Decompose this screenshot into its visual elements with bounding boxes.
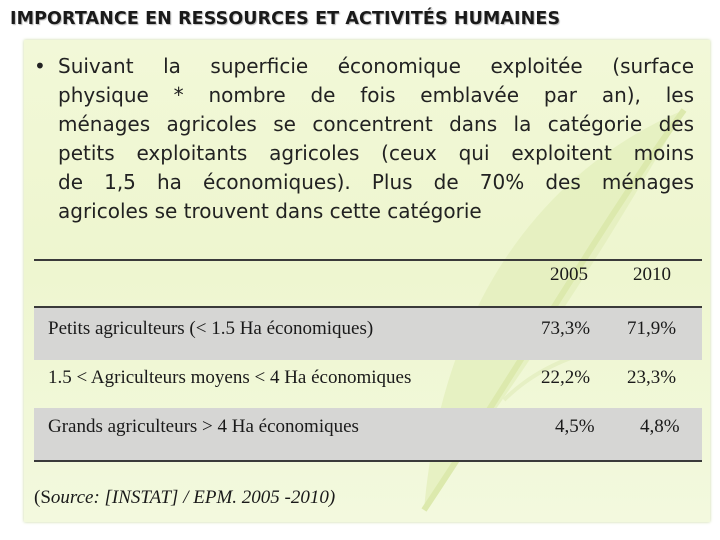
header-2005: 2005 <box>550 264 588 285</box>
bullet-line: physique * nombre de fois emblavée par a… <box>58 83 694 107</box>
bullet-paragraph: • Suivant la superficie économique explo… <box>34 52 694 226</box>
table-bottom-rule <box>34 460 702 462</box>
source-text: ource: [INSTAT] / EPM. 2005 -2010) <box>50 487 336 508</box>
bullet-dot: • <box>34 54 46 78</box>
bullet-line: de 1,5 ha économiques). Plus de 70% des … <box>58 170 694 194</box>
header-2010: 2010 <box>633 264 671 285</box>
table-top-rule <box>34 259 702 261</box>
row-label: Grands agriculteurs > 4 Ha économiques <box>48 416 359 437</box>
bullet-line: petits exploitants agricoles (ceux qui e… <box>58 141 694 165</box>
row-value-2010: 4,8% <box>640 416 680 437</box>
bullet-line: Suivant la superficie économique exploit… <box>58 54 694 78</box>
bullet-line: ménages agricoles se concentrent dans la… <box>58 112 694 136</box>
row-value-2010: 23,3% <box>627 367 677 388</box>
table-row-band <box>34 308 702 360</box>
source-note: (Source: [INSTAT] / EPM. 2005 -2010) <box>34 487 335 509</box>
row-value-2005: 22,2% <box>541 367 591 388</box>
row-value-2010: 71,9% <box>627 318 677 339</box>
source-open: (S <box>34 487 51 508</box>
header-rule <box>34 306 702 308</box>
bullet-line: agricoles se trouvent dans cette catégor… <box>58 199 482 223</box>
slide-title: IMPORTANCE EN RESSOURCES ET ACTIVITÉS HU… <box>10 9 561 29</box>
row-value-2005: 4,5% <box>555 416 595 437</box>
row-value-2005: 73,3% <box>541 318 591 339</box>
row-label: 1.5 < Agriculteurs moyens < 4 Ha économi… <box>48 367 412 388</box>
table-row-band <box>34 408 702 460</box>
row-label: Petits agriculteurs (< 1.5 Ha économique… <box>48 318 374 339</box>
